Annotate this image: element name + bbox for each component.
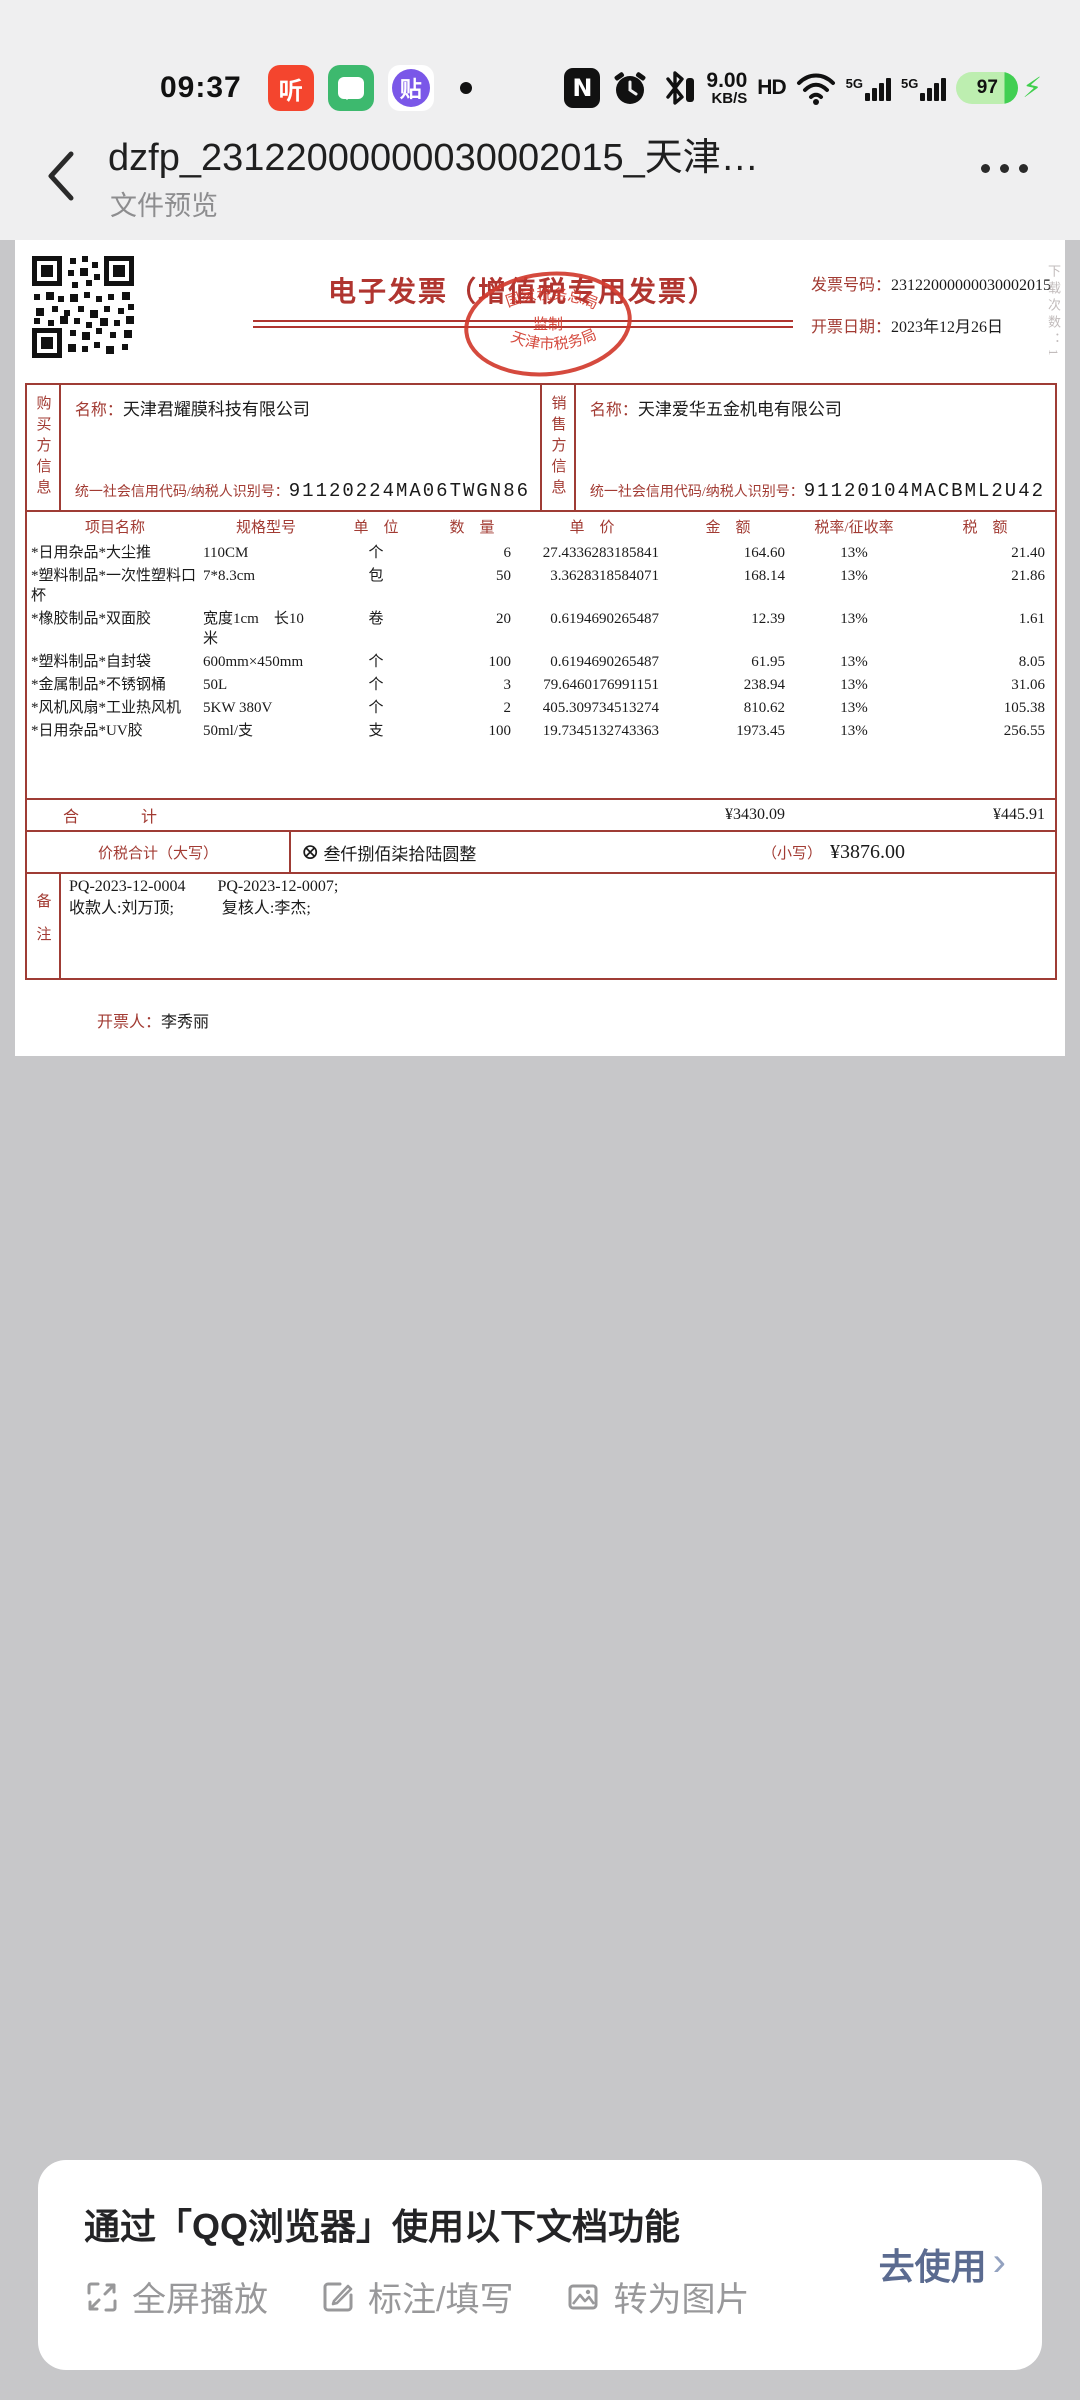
nfc-icon: N bbox=[564, 68, 601, 108]
back-chevron-icon bbox=[48, 151, 74, 201]
annotate-fill-label: 标注/填写 bbox=[368, 2281, 514, 2319]
issuer-label: 开票人： bbox=[97, 1014, 162, 1031]
invoice-meta: 发票号码：23122000000030002015 开票日期：2023年12月2… bbox=[811, 278, 1051, 362]
battery-icon: 97 ⚡ bbox=[956, 72, 1042, 104]
alarm-icon bbox=[614, 72, 646, 104]
circled-x-icon: ⊗ bbox=[301, 839, 320, 864]
remarks-line2: 收款人:刘万顶; 复核人:李杰; bbox=[69, 900, 311, 917]
table-row: *橡胶制品*双面胶 宽度1cm 长10米 卷 20 0.6194690265487 1… bbox=[31, 611, 1045, 647]
sheet-title: 通过「QQ浏览器」使用以下文档功能 bbox=[84, 2206, 681, 2247]
table-row: *日用杂品*UV胶 50ml/支 支 100 19.7345132743363 197… bbox=[31, 723, 1045, 739]
small-amount-value: ¥3876.00 bbox=[830, 840, 905, 863]
tie-app-icon: 贴 bbox=[387, 65, 434, 111]
charging-bolt-icon: ⚡ bbox=[1022, 72, 1042, 103]
status-time: 09:37 bbox=[160, 71, 242, 104]
status-right-cluster: N 9.00 KB/S HD bbox=[564, 68, 1042, 108]
invoice-number-label: 发票号码： bbox=[810, 277, 891, 294]
messages-app-icon bbox=[327, 65, 374, 111]
totals-tax: ¥445.91 bbox=[993, 806, 1045, 823]
totals-amount: ¥3430.09 bbox=[725, 806, 785, 823]
seller-name-label: 名称： bbox=[589, 402, 638, 419]
tax-stamp: 国家税务总局 监制 天津市税务局 bbox=[464, 271, 632, 377]
notification-app-icons: 听 贴 bbox=[267, 65, 434, 111]
table-row: *塑料制品*一次性塑料口杯 7*8.3cm 包 50 3.3628318584071… bbox=[31, 568, 1045, 604]
amount-in-words: 叁仟捌佰柒拾陆圆整 bbox=[323, 844, 477, 864]
invoice-number-value: 23122000000030002015 bbox=[891, 277, 1051, 294]
back-button[interactable] bbox=[36, 144, 84, 208]
items-section: 项目名称 规格型号 单 位数 量 单 价金 额 税率/征收率税 额 *日用杂品*大… bbox=[27, 510, 1055, 798]
party-section: 购买方信息 名称：天津君耀膜科技有限公司 统一社会信用代码/纳税人识别号：911… bbox=[27, 385, 1055, 510]
qr-code bbox=[30, 254, 136, 360]
invoice-date-label: 开票日期： bbox=[810, 319, 891, 336]
buyer-name-label: 名称： bbox=[74, 402, 123, 419]
status-bar: 09:37 听 贴 N bbox=[0, 58, 1080, 118]
image-icon bbox=[568, 2284, 598, 2309]
fullscreen-icon bbox=[87, 2282, 117, 2311]
invoice-date-value: 2023年12月26日 bbox=[891, 319, 1004, 336]
background-area: 通过「QQ浏览器」使用以下文档功能 去使用 › 全屏播放 bbox=[0, 1056, 1080, 2400]
invoice-date-row: 开票日期：2023年12月26日 bbox=[811, 320, 1051, 336]
listen-app-icon: 听 bbox=[267, 65, 314, 111]
convert-to-image-label: 转为图片 bbox=[613, 2281, 750, 2319]
seller-info: 名称：天津爱华五金机电有限公司 统一社会信用代码/纳税人识别号：91120104… bbox=[576, 385, 1055, 510]
totals-label: 合 计 bbox=[62, 809, 167, 826]
sheet-buttons: 全屏播放 标注/填写 转为图片 bbox=[84, 2272, 749, 2321]
combined-total-label: 价税合计（大写） bbox=[27, 832, 291, 872]
seller-name: 天津爱华五金机电有限公司 bbox=[637, 400, 842, 419]
go-use-button[interactable]: 去使用 › bbox=[878, 2240, 1006, 2287]
seller-taxid: 91120104MACBML2U42 bbox=[803, 480, 1045, 502]
invoice-title: 电子发票（增值税专用发票） bbox=[327, 277, 718, 308]
party-divider bbox=[540, 385, 542, 510]
annotate-icon bbox=[323, 2282, 353, 2311]
download-count-note: 下载次数：1 bbox=[1046, 264, 1061, 360]
fullscreen-play-button[interactable]: 全屏播放 bbox=[84, 2272, 268, 2321]
more-menu-button[interactable] bbox=[981, 164, 1028, 173]
combined-total-row: 价税合计（大写） ⊗ 叁仟捌佰柒拾陆圆整 （小写） ¥3876.00 bbox=[27, 830, 1055, 872]
network-speed: 9.00 KB/S bbox=[706, 69, 748, 107]
document-preview[interactable]: 电子发票（增值税专用发票） 国家税务总局 监制 天津市税务局 发票号码：2312… bbox=[15, 240, 1065, 1056]
chevron-right-icon: › bbox=[992, 2240, 1006, 2284]
svg-text:监制: 监制 bbox=[533, 316, 563, 333]
issuer-line: 开票人：李秀丽 bbox=[97, 1008, 209, 1032]
bluetooth-icon bbox=[666, 71, 695, 105]
totals-row: 合 计 ¥3430.09 ¥445.91 bbox=[27, 798, 1055, 830]
qq-browser-bottom-sheet: 通过「QQ浏览器」使用以下文档功能 去使用 › 全屏播放 bbox=[38, 2160, 1042, 2370]
buyer-taxid-label: 统一社会信用代码/纳税人识别号： bbox=[74, 485, 289, 500]
remarks-section: 备注 PQ-2023-12-0004 PQ-2023-12-0007; 收款人:… bbox=[27, 872, 1055, 978]
sim2-signal-icon: 5G bbox=[901, 76, 947, 101]
notification-dot-icon bbox=[459, 82, 472, 94]
table-row: *塑料制品*自封袋 600mm×450mm 个 100 0.619469026548… bbox=[31, 654, 1045, 670]
invoice-table: 购买方信息 名称：天津君耀膜科技有限公司 统一社会信用代码/纳税人识别号：911… bbox=[25, 383, 1057, 980]
buyer-info: 名称：天津君耀膜科技有限公司 统一社会信用代码/纳税人识别号：91120224M… bbox=[61, 385, 540, 510]
file-subtitle: 文件预览 bbox=[110, 191, 218, 221]
file-title: dzfp_23122000000030002015_天津… bbox=[108, 137, 759, 179]
remarks-line1: PQ-2023-12-0004 PQ-2023-12-0007; bbox=[69, 878, 339, 895]
invoice-number-row: 发票号码：23122000000030002015 bbox=[811, 278, 1051, 294]
remarks-content: PQ-2023-12-0004 PQ-2023-12-0007; 收款人:刘万顶… bbox=[61, 874, 1055, 978]
annotate-fill-button[interactable]: 标注/填写 bbox=[320, 2272, 513, 2321]
sim1-signal-icon: 5G bbox=[846, 76, 891, 101]
combined-total-content: ⊗ 叁仟捌佰柒拾陆圆整 （小写） ¥3876.00 bbox=[291, 839, 1055, 865]
wifi-icon bbox=[796, 73, 835, 105]
buyer-panel-label: 购买方信息 bbox=[27, 385, 61, 510]
fullscreen-play-label: 全屏播放 bbox=[132, 2281, 268, 2319]
invoice-title-underline bbox=[253, 320, 793, 328]
seller-taxid-label: 统一社会信用代码/纳税人识别号： bbox=[589, 485, 804, 500]
title-bar: dzfp_23122000000030002015_天津… 文件预览 bbox=[0, 118, 1080, 240]
hd-icon: HD bbox=[757, 76, 786, 99]
top-chrome: 09:37 听 贴 N bbox=[0, 0, 1080, 240]
buyer-taxid: 91120224MA06TWGN86 bbox=[288, 480, 530, 502]
items-header: 项目名称 规格型号 单 位数 量 单 价金 额 税率/征收率税 额 bbox=[84, 520, 1008, 536]
small-amount-label: （小写） bbox=[761, 845, 822, 862]
issuer-name: 李秀丽 bbox=[161, 1014, 210, 1031]
svg-text:国家税务总局: 国家税务总局 bbox=[504, 286, 600, 313]
remarks-panel-label: 备注 bbox=[27, 874, 61, 978]
seller-panel-label: 销售方信息 bbox=[542, 385, 576, 510]
convert-to-image-button[interactable]: 转为图片 bbox=[565, 2272, 749, 2321]
buyer-name: 天津君耀膜科技有限公司 bbox=[122, 400, 310, 419]
